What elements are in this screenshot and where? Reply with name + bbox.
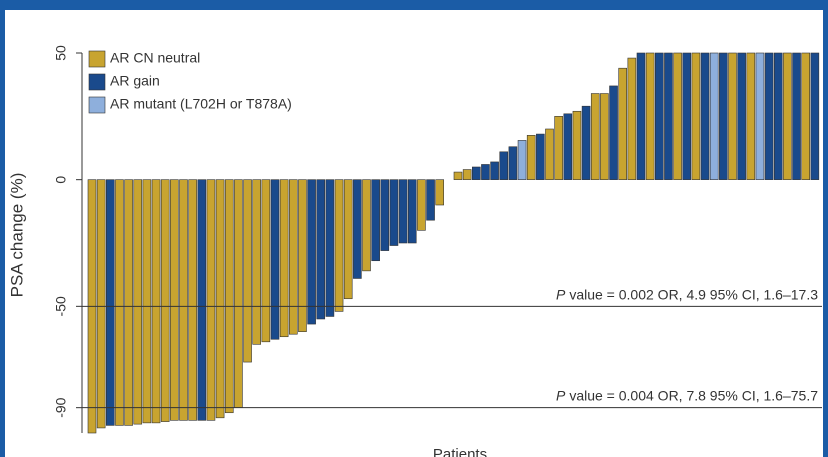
bar [636,52,646,180]
bar [343,179,353,300]
bar [389,179,399,246]
bar [719,52,728,180]
bar [600,93,609,180]
bar [471,166,481,180]
bar [279,179,289,338]
bar [362,179,371,272]
bar [243,179,252,363]
y-tick-label: -50 [53,296,69,316]
bar [252,179,261,345]
bar [618,67,628,180]
legend-swatch [88,73,106,91]
annotation-italic: P [556,286,566,302]
bar [691,52,701,180]
annotation-text: value = 0.002 OR, 4.9 95% CI, 1.6–17.3 [569,286,818,302]
bar [224,179,234,414]
bar [627,57,637,180]
bar [481,164,490,180]
y-tick-label: -90 [53,397,69,417]
bar [517,140,527,180]
bar [746,52,756,180]
bar [673,52,682,180]
bar [783,52,792,180]
annotation-italic: P [556,387,566,403]
annotation-text: value = 0.004 OR, 7.8 95% CI, 1.6–75.7 [569,387,818,403]
bar [160,179,170,422]
bar [508,146,518,180]
bar [270,179,280,340]
bar [536,133,545,180]
bar [307,179,316,325]
legend-swatch [88,50,106,68]
bar [554,116,563,180]
bar [737,52,746,180]
bar [371,179,380,262]
bar [563,113,573,180]
bar [215,179,225,419]
bar [590,93,600,180]
bar [609,85,618,180]
bar [115,179,124,426]
bar [417,179,426,231]
bar [325,179,335,317]
bar [773,52,783,180]
bar [792,52,801,180]
bar [526,135,536,180]
bar [645,52,655,180]
bar [298,179,307,332]
bar [453,171,463,180]
bar [179,179,188,421]
bar [728,52,737,180]
bar [764,52,774,180]
bar [206,179,216,421]
bar [581,105,591,180]
bar [398,179,408,244]
bar [261,179,271,343]
bar [197,179,207,421]
bar [353,179,362,279]
x-axis-label: Patients [433,446,487,457]
bar [380,179,390,251]
bar [709,52,719,180]
bar [499,151,509,180]
bar [755,52,765,180]
bar [426,179,435,221]
bar [170,179,179,421]
bar [435,179,445,206]
bar [133,179,143,425]
legend-label: AR gain [110,73,160,89]
bar [151,179,161,424]
bar [801,52,811,180]
bar [654,52,664,180]
bar [572,110,582,180]
bar [124,179,133,426]
bar [810,52,820,180]
bar [288,179,298,335]
bar [682,52,692,180]
y-tick-label: 50 [53,45,69,61]
bar [188,179,197,421]
bar [316,179,326,320]
bar [142,179,152,424]
bar [234,179,243,408]
bar [407,179,417,244]
bar [106,179,115,426]
bar [462,169,472,180]
y-tick-label: 0 [53,176,69,184]
bar [334,179,344,312]
y-axis-label: PSA change (%) [7,173,26,298]
legend-label: AR mutant (L702H or T878A) [110,96,292,112]
bar [700,52,710,180]
legend-label: AR CN neutral [110,50,200,66]
bar [664,52,673,180]
bar [490,161,499,180]
bar [545,128,554,180]
bar [96,179,106,429]
legend-swatch [88,96,106,114]
